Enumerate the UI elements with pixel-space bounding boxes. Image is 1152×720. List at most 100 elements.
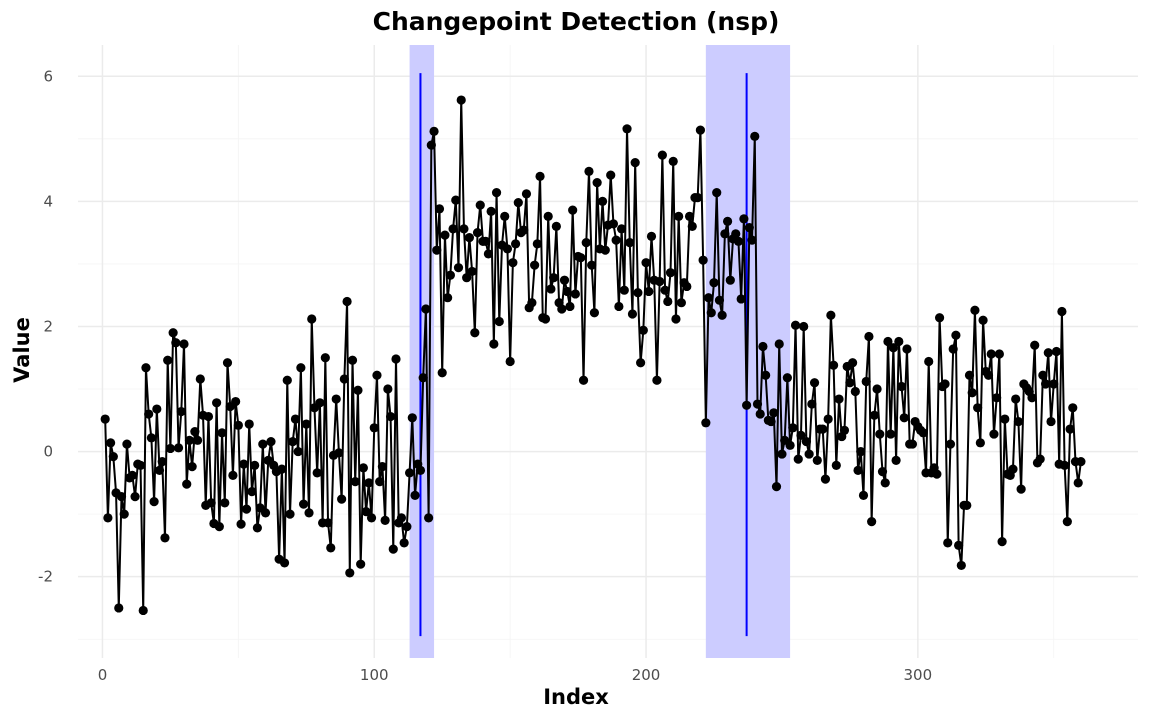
data-point [722, 216, 733, 226]
data-point [402, 522, 412, 532]
data-point [619, 285, 629, 295]
data-point [364, 478, 374, 488]
data-point [557, 304, 567, 314]
data-point [867, 517, 877, 527]
data-point [766, 416, 776, 427]
chart-title: Changepoint Detection (nsp) [373, 7, 780, 36]
data-point [421, 304, 431, 314]
data-point [513, 198, 523, 208]
data-point [236, 519, 246, 529]
data-point [440, 230, 450, 240]
data-point [282, 375, 292, 385]
x-tick-labels: 0 100 200 300 [98, 666, 932, 684]
data-point [486, 206, 496, 216]
data-point [500, 211, 510, 221]
series-points-group [100, 95, 1086, 616]
data-point [100, 414, 110, 424]
data-point [570, 289, 580, 299]
data-point [568, 205, 578, 215]
data-point [252, 523, 262, 533]
x-tick-label: 200 [632, 666, 661, 684]
y-tick-label: -2 [38, 568, 53, 586]
data-point [684, 211, 695, 221]
data-point [106, 438, 116, 448]
data-point [997, 537, 1007, 547]
data-point [472, 228, 483, 238]
data-point [663, 296, 673, 307]
data-point [706, 308, 716, 318]
data-point [320, 353, 330, 363]
data-point [491, 188, 502, 198]
data-point [296, 363, 306, 373]
data-point [127, 470, 137, 480]
data-point [848, 358, 858, 368]
data-point [891, 455, 901, 465]
data-point [415, 465, 426, 475]
data-point [850, 386, 860, 397]
data-point [149, 497, 159, 507]
data-point [331, 394, 341, 404]
data-point [173, 443, 184, 453]
data-point [192, 435, 203, 445]
data-point [823, 414, 833, 424]
data-point [429, 126, 439, 136]
data-point [443, 293, 453, 303]
data-point [858, 490, 869, 500]
data-point [519, 225, 529, 235]
data-point [1051, 346, 1062, 357]
data-point [856, 446, 866, 457]
data-point [736, 294, 746, 304]
data-point [655, 276, 665, 287]
data-point [616, 224, 627, 234]
data-point [396, 513, 407, 523]
data-point [1057, 306, 1067, 317]
data-point [462, 273, 472, 283]
data-point [869, 410, 879, 420]
data-point [168, 328, 178, 338]
data-point [176, 406, 186, 417]
data-point [951, 330, 961, 340]
data-point [641, 258, 651, 268]
data-point [622, 124, 632, 134]
data-point [826, 310, 836, 320]
data-point [508, 258, 518, 268]
data-point [165, 443, 176, 454]
y-tick-labels: -2 0 2 4 6 [38, 67, 53, 585]
data-point [1035, 454, 1045, 464]
y-tick-label: 0 [43, 443, 53, 461]
data-point [152, 404, 162, 414]
data-point [146, 433, 156, 443]
data-point [383, 384, 393, 394]
data-point [116, 492, 127, 502]
data-point [1049, 379, 1059, 389]
data-point [1065, 424, 1075, 434]
data-point [907, 439, 918, 449]
data-point [258, 439, 268, 449]
data-point [475, 200, 485, 210]
data-point [964, 370, 975, 380]
data-point [747, 235, 757, 245]
data-point [954, 540, 964, 551]
data-point [391, 354, 401, 364]
data-point [217, 428, 227, 438]
data-point [418, 373, 428, 383]
data-point [345, 568, 355, 578]
data-point [725, 275, 735, 285]
data-point [489, 339, 499, 349]
data-point [875, 429, 885, 439]
data-point [565, 301, 575, 312]
data-point [902, 344, 912, 354]
data-point [750, 131, 760, 141]
data-point [812, 455, 822, 465]
data-point [720, 229, 730, 239]
data-point [804, 449, 814, 459]
data-point [986, 349, 996, 359]
data-point [592, 178, 602, 188]
data-point [576, 253, 586, 263]
data-point [1008, 464, 1018, 474]
data-point [611, 235, 621, 245]
data-point [247, 487, 257, 497]
data-point [160, 533, 170, 543]
data-point [277, 464, 287, 474]
